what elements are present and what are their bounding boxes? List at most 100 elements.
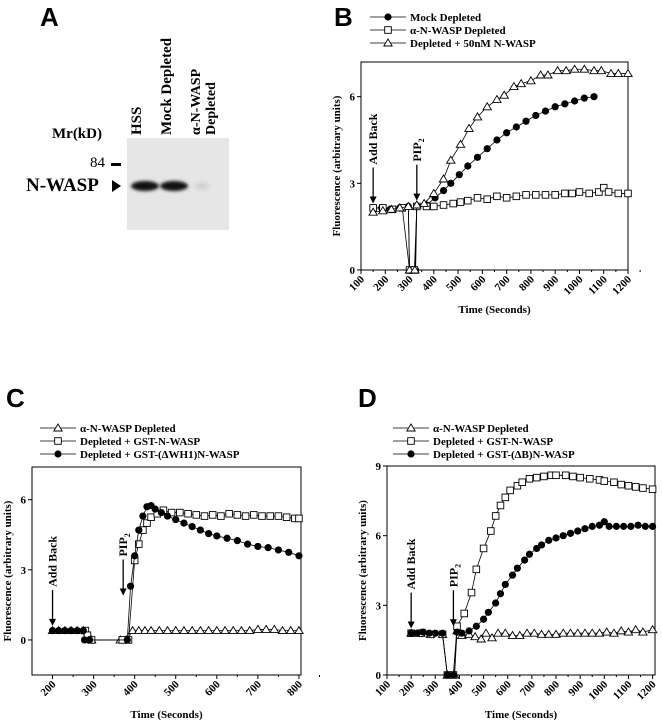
data-point — [616, 626, 627, 635]
y-tick-label: 9 — [376, 461, 382, 473]
data-point — [501, 493, 510, 502]
data-point — [79, 626, 87, 635]
data-point — [516, 78, 527, 88]
data-point — [403, 201, 414, 210]
data-point — [565, 628, 576, 637]
data-point — [561, 189, 569, 198]
data-point — [499, 90, 510, 99]
data-point — [522, 628, 533, 637]
legend-entry: Depleted + GST-N-WASP — [80, 436, 200, 448]
x-tick-label: 400 — [445, 678, 466, 699]
data-point — [419, 628, 427, 636]
data-point — [295, 552, 303, 560]
data-point — [162, 625, 173, 635]
data-point — [438, 629, 447, 637]
data-point — [502, 194, 511, 202]
data-point — [587, 628, 598, 637]
data-point — [594, 628, 605, 637]
data-point — [449, 671, 457, 679]
data-point — [624, 189, 632, 198]
data-point — [368, 207, 379, 216]
data-point — [641, 522, 649, 530]
data-point — [552, 65, 563, 75]
data-point — [500, 628, 511, 637]
data-point — [596, 65, 607, 75]
data-point — [203, 625, 214, 635]
data-point — [624, 481, 633, 490]
legend-entry: α-N-WASP Depleted — [410, 25, 506, 37]
data-point — [588, 522, 596, 530]
data-point — [455, 139, 466, 148]
data-point — [627, 522, 635, 530]
data-point — [254, 542, 262, 551]
data-point — [487, 632, 498, 642]
data-point — [631, 483, 640, 491]
y-tick-label: 6 — [376, 531, 382, 543]
x-tick-label: 500 — [162, 678, 183, 699]
data-point — [532, 111, 540, 120]
arrowhead-icon — [369, 196, 377, 204]
data-point — [496, 590, 505, 598]
arrowhead-icon — [407, 621, 415, 629]
arrowhead-icon — [49, 618, 57, 626]
data-point — [139, 512, 147, 520]
data-point — [192, 511, 201, 519]
annotation-label: Add Back — [404, 538, 418, 589]
y-tick-label: 0 — [376, 670, 382, 682]
annotation-label: Add Back — [366, 113, 380, 164]
data-point — [228, 625, 239, 635]
data-point — [133, 625, 144, 635]
data-point — [233, 511, 242, 519]
data-point — [503, 129, 511, 137]
data-point — [525, 475, 534, 483]
data-point — [540, 472, 548, 481]
data-point — [532, 191, 540, 199]
data-point — [600, 518, 608, 526]
plot-frame — [360, 61, 629, 271]
data-point — [285, 548, 293, 556]
data-point — [606, 68, 617, 78]
x-tick-label: 500 — [470, 678, 491, 699]
series-0 — [369, 93, 598, 274]
data-point — [377, 205, 388, 215]
data-point — [225, 509, 233, 518]
data-point — [274, 512, 283, 520]
legend-marker — [53, 423, 63, 432]
x-tick-label: 200 — [397, 678, 418, 699]
x-tick-label: 1200 — [635, 678, 659, 702]
data-point — [135, 526, 143, 534]
plot-frame — [386, 465, 656, 676]
arrowhead-icon — [119, 588, 127, 596]
data-point — [472, 565, 481, 574]
data-point — [55, 626, 63, 635]
data-point — [541, 191, 550, 199]
legend-entry: α-N-WASP Depleted — [80, 423, 176, 435]
x-tick-label: 1000 — [586, 678, 610, 702]
chart-b: 100 200 300 400 500 600 700 800 900 1000 1100 12000… — [331, 12, 641, 316]
data-point — [274, 546, 283, 554]
data-point — [447, 179, 455, 187]
data-point — [579, 64, 590, 73]
data-point — [601, 627, 612, 636]
data-point — [483, 145, 491, 153]
data-point — [525, 550, 534, 558]
x-axis-label: Time (Seconds) — [130, 709, 203, 720]
series-line — [52, 505, 300, 641]
data-point — [574, 527, 582, 535]
data-point — [614, 189, 623, 198]
x-tick-label: 700 — [244, 678, 265, 699]
data-point — [479, 544, 488, 553]
legend-marker — [384, 13, 392, 21]
data-point — [131, 552, 139, 560]
data-point — [586, 475, 594, 483]
data-point — [187, 625, 198, 635]
data-point — [639, 484, 647, 492]
data-point — [277, 625, 288, 635]
data-point — [178, 625, 189, 635]
data-point — [522, 191, 530, 199]
y-tick-label: 3 — [376, 600, 382, 612]
data-point — [172, 515, 180, 524]
x-tick-label: 200 — [371, 273, 392, 294]
plot-frame — [31, 466, 302, 676]
series-2 — [48, 501, 303, 644]
